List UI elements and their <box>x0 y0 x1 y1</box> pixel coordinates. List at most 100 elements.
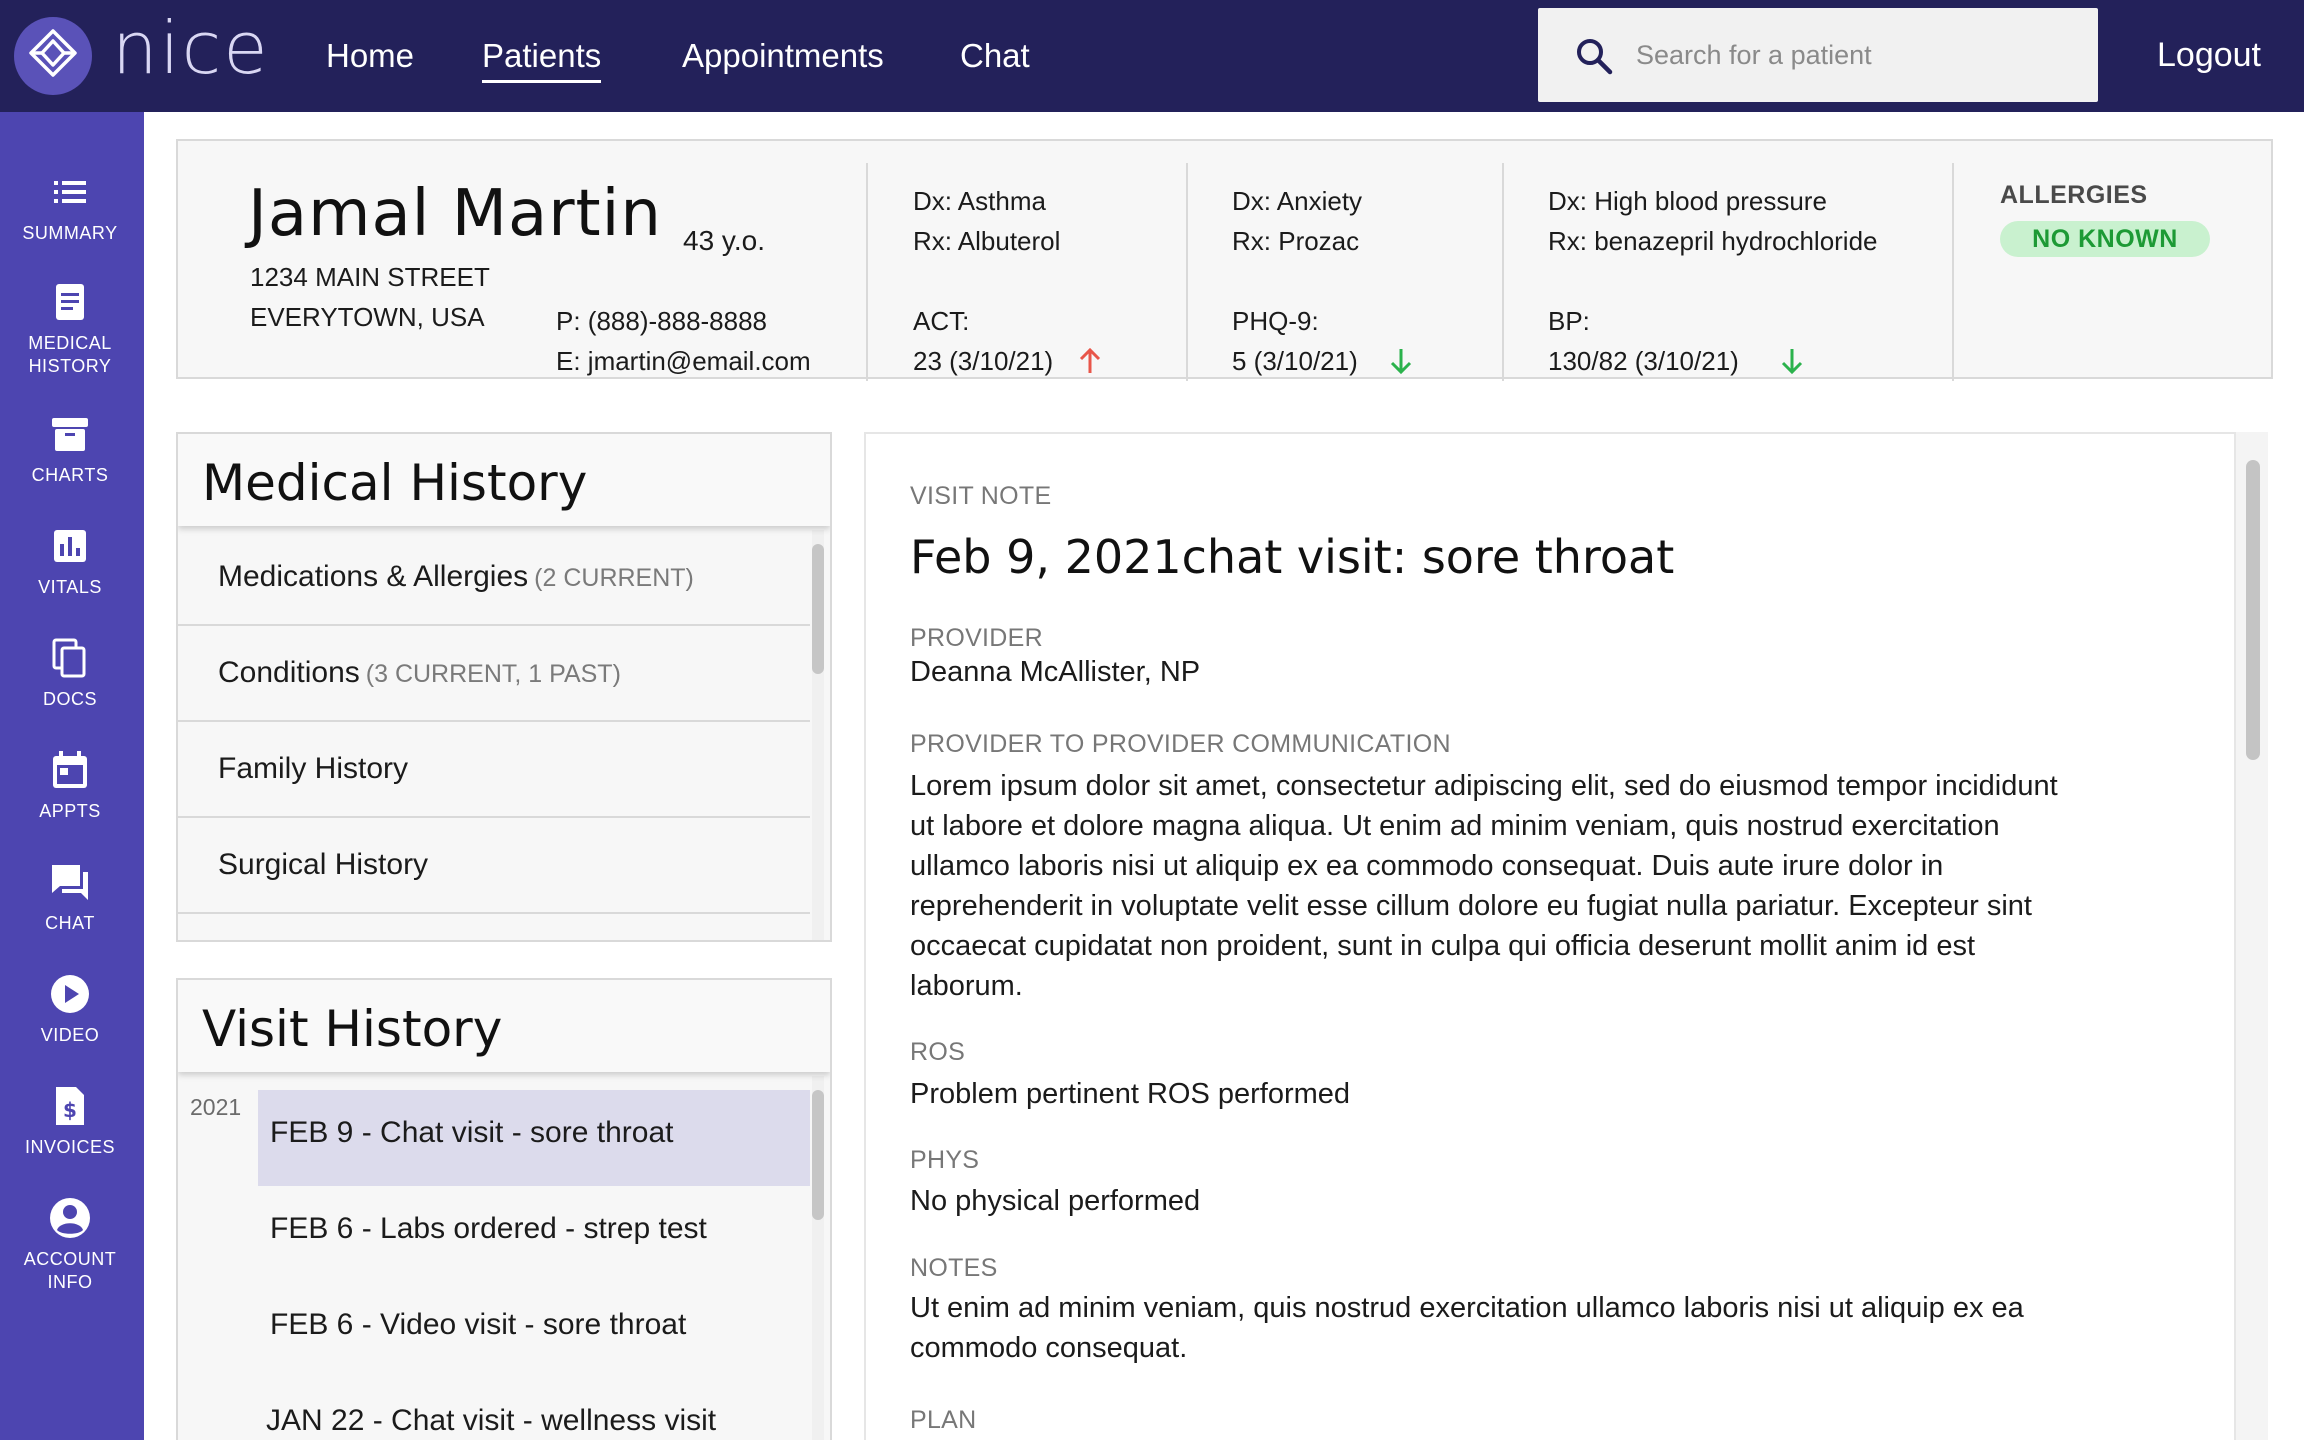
sidebar-item-account-info[interactable]: ACCOUNT INFO <box>0 1196 140 1294</box>
sidebar-item-docs[interactable]: DOCS <box>0 636 140 711</box>
list-item-label: Surgical History <box>218 848 429 881</box>
metric-label: BP: <box>1548 306 1590 336</box>
list-item-surgical-history[interactable]: Surgical History <box>178 818 810 914</box>
list-item-label: Medications & Allergies <box>218 560 529 593</box>
list-item-family-history[interactable]: Family History <box>178 722 810 818</box>
sidebar-item-vitals[interactable]: VITALS <box>0 524 140 599</box>
sidebar-item-label: VITALS <box>38 577 102 597</box>
account-icon <box>50 1198 90 1238</box>
patient-email: E: jmartin@email.com <box>556 346 811 376</box>
list-item-count: (2 CURRENT) <box>534 564 694 592</box>
text-line: ut labore et dolore magna aliqua. Ut eni… <box>910 810 2000 842</box>
list-item-label: Conditions <box>218 656 360 689</box>
provider-name: Deanna McAllister, NP <box>910 656 1201 688</box>
column-divider <box>1186 163 1188 381</box>
arrow-down-icon <box>1390 349 1411 375</box>
medical-history-scrollbar[interactable] <box>812 530 824 940</box>
nav-patients[interactable]: Patients <box>482 36 602 83</box>
play-icon <box>51 975 89 1013</box>
text-line: ullamco laboris nisi ut aliquip ex ea co… <box>910 850 1944 882</box>
visit-history-scrollbar[interactable] <box>812 1076 824 1440</box>
medical-history-panel: Medications & Allergies (2 CURRENT) Condi… <box>176 432 832 942</box>
logo-wordmark[interactable]: nice <box>112 6 270 90</box>
sidebar-item-label: ACCOUNT INFO <box>23 1249 117 1292</box>
sidebar-item-label: INVOICES <box>24 1137 116 1157</box>
visit-note-label: VISIT NOTE <box>910 482 1052 510</box>
patient-address: 1234 MAIN STREET EVERYTOWN, USA <box>250 257 490 337</box>
patient-age: 43 y.o. <box>683 225 765 256</box>
scrollbar-thumb[interactable] <box>2246 460 2260 760</box>
prescription: Rx: Prozac <box>1232 226 1360 256</box>
list-item-medications-allergies[interactable]: Medications & Allergies (2 CURRENT) <box>178 530 810 626</box>
search-input[interactable] <box>1636 30 2076 80</box>
provider-label: PROVIDER <box>910 624 1043 652</box>
bar-chart-icon <box>54 530 86 562</box>
diagnosis: Dx: High blood pressure <box>1548 186 1827 216</box>
logout-link[interactable]: Logout <box>2157 36 2261 74</box>
metric-act: ACT: 23 (3/10/21) <box>913 301 1103 381</box>
sidebar-item-label: DOCS <box>42 689 97 709</box>
metric-value: 130/82 (3/10/21) <box>1548 346 1739 376</box>
column-divider <box>866 163 868 381</box>
visit-note-scrollbar[interactable] <box>2236 432 2268 1440</box>
list-icon <box>54 181 86 203</box>
visit-row[interactable]: FEB 6 - Labs ordered - strep test <box>258 1186 810 1282</box>
text-line: commodo consequat. <box>910 1332 1188 1364</box>
condition-asthma: Dx: Asthma Rx: Albuterol <box>913 181 1060 261</box>
metric-label: ACT: <box>913 306 970 336</box>
patient-summary-card: Jamal Martin 43 y.o. 1234 MAIN STREET EV… <box>176 139 2273 381</box>
nav-chat[interactable]: Chat <box>960 37 1030 74</box>
patient-search-box[interactable] <box>1538 8 2098 102</box>
sidebar-item-label: VIDEO <box>40 1025 100 1045</box>
allergies-title: ALLERGIES <box>2000 181 2148 209</box>
text-line: Lorem ipsum dolor sit amet, consectetur … <box>910 770 2058 802</box>
p2p-text: Lorem ipsum dolor sit amet, consectetur … <box>910 766 2058 1006</box>
search-icon <box>1577 39 1613 75</box>
sidebar-item-label: CHARTS <box>31 465 109 485</box>
prescription: Rx: Albuterol <box>913 226 1061 256</box>
scrollbar-thumb[interactable] <box>812 544 824 674</box>
year-column: 2021 <box>178 1074 258 1440</box>
metric-bp: BP: 130/82 (3/10/21) <box>1548 301 1805 381</box>
condition-high-blood-pressure: Dx: High blood pressure Rx: benazepril h… <box>1548 181 1878 261</box>
sidebar-item-label: APPTS <box>39 801 101 821</box>
sidebar-item-medical-history[interactable]: MEDICAL HISTORY <box>0 280 140 378</box>
sidebar-item-summary[interactable]: SUMMARY <box>0 170 140 245</box>
ros-label: ROS <box>910 1038 966 1066</box>
patient-name: Jamal Martin <box>248 177 662 251</box>
sidebar-item-chat[interactable]: CHAT <box>0 860 140 935</box>
sidebar-item-video[interactable]: VIDEO <box>0 972 140 1047</box>
condition-anxiety: Dx: Anxiety Rx: Prozac <box>1232 181 1362 261</box>
visit-note-title: Feb 9, 2021chat visit: sore throat <box>910 530 1675 584</box>
visit-history-header: Visit History <box>178 980 830 1072</box>
arrow-down-icon <box>1781 349 1802 375</box>
scrollbar-thumb[interactable] <box>812 1090 824 1220</box>
svg-text:$: $ <box>63 1098 77 1122</box>
sidebar-item-charts[interactable]: CHARTS <box>0 412 140 487</box>
patient-phone: P: (888)-888-8888 <box>556 306 768 336</box>
visit-row[interactable]: JAN 22 - Chat visit - wellness visit <box>258 1378 810 1440</box>
visit-row-selected[interactable]: FEB 9 - Chat visit - sore throat <box>258 1090 810 1186</box>
list-item-conditions[interactable]: Conditions (3 CURRENT, 1 PAST) <box>178 626 810 722</box>
list-item-partial <box>178 914 810 940</box>
calendar-icon <box>53 751 87 788</box>
text-line: laborum. <box>910 970 1023 1002</box>
year-label: 2021 <box>190 1094 242 1120</box>
logo-mark-icon[interactable] <box>14 17 92 95</box>
sidebar-item-label: MEDICAL HISTORY <box>28 333 112 376</box>
nav-home[interactable]: Home <box>326 37 415 74</box>
prescription: Rx: benazepril hydrochloride <box>1548 226 1878 256</box>
visit-history-panel: 2021 FEB 9 - Chat visit - sore throat FE… <box>176 978 832 1440</box>
diagnosis: Dx: Asthma <box>913 186 1046 216</box>
sidebar-item-label: CHAT <box>45 913 95 933</box>
notes-text: Ut enim ad minim veniam, quis nostrud ex… <box>910 1288 2024 1368</box>
sidebar-item-appts[interactable]: APPTS <box>0 748 140 823</box>
visit-note-card: VISIT NOTE Feb 9, 2021chat visit: sore t… <box>864 432 2236 1440</box>
visit-label: FEB 6 - Video visit - sore throat <box>270 1308 687 1341</box>
nav-appointments[interactable]: Appointments <box>682 37 884 74</box>
sidebar-item-invoices[interactable]: $ INVOICES <box>0 1084 140 1159</box>
metric-phq9: PHQ-9: 5 (3/10/21) <box>1232 301 1414 381</box>
visit-label: FEB 9 - Chat visit - sore throat <box>270 1116 674 1149</box>
visit-row[interactable]: FEB 6 - Video visit - sore throat <box>258 1282 810 1378</box>
invoice-icon: $ <box>56 1087 84 1125</box>
